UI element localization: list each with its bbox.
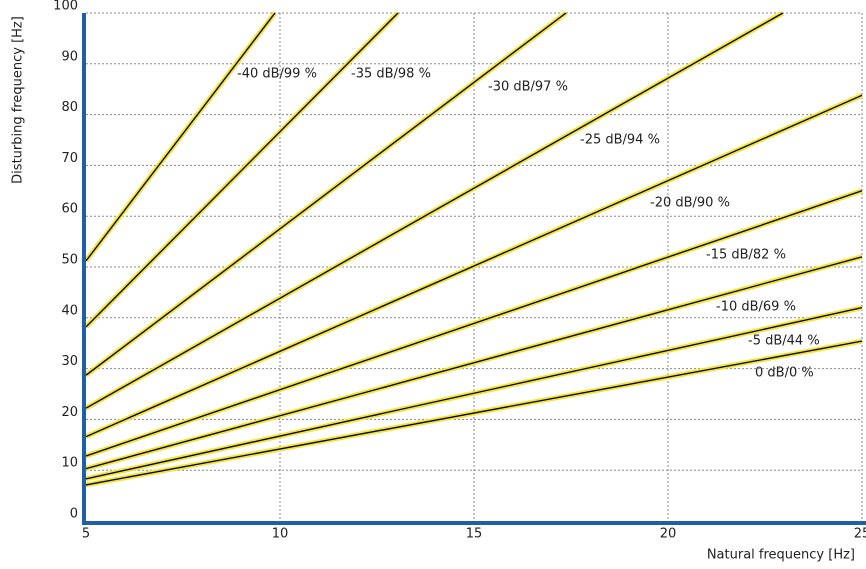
line-label: -10 dB/69 % (716, 300, 796, 315)
y-tick-label: 70 (61, 151, 78, 166)
x-tick-label: 15 (466, 527, 483, 542)
y-tick-label: 30 (61, 354, 78, 369)
x-axis-label: Natural frequency [Hz] (707, 548, 855, 563)
y-tick-label: 40 (61, 303, 78, 318)
line (85, 12, 784, 409)
line-label: -5 dB/44 % (748, 334, 820, 349)
line (85, 340, 863, 486)
y-tick-label: 50 (61, 253, 78, 268)
y-axis-label: Disturbing frequency [Hz] (11, 16, 26, 184)
line-label: -25 dB/94 % (580, 133, 660, 148)
x-tick-label: 5 (82, 527, 90, 542)
line-label: -30 dB/97 % (488, 80, 568, 95)
x-tick-label: 25 (854, 527, 866, 542)
line-label: 0 dB/0 % (755, 366, 814, 381)
x-tick-label: 20 (660, 527, 677, 542)
y-tick-label: 80 (61, 100, 78, 115)
y-tick-label: 10 (61, 456, 78, 471)
line (85, 190, 863, 457)
y-tick-label: 20 (61, 405, 78, 420)
line (85, 12, 567, 376)
line-label: -15 dB/82 % (706, 248, 786, 263)
line (85, 256, 863, 470)
line-label: -20 dB/90 % (650, 196, 730, 211)
y-tick-label: 100 (53, 0, 78, 14)
y-tick-label: 0 (70, 507, 78, 522)
line (85, 12, 399, 328)
line (85, 307, 863, 480)
y-tick-label: 60 (61, 202, 78, 217)
x-tick-label: 10 (272, 527, 289, 542)
line (85, 94, 863, 438)
line-label: -35 dB/98 % (351, 67, 431, 82)
line (85, 12, 276, 262)
line-label: -40 dB/99 % (237, 67, 317, 82)
y-tick-label: 90 (61, 49, 78, 64)
